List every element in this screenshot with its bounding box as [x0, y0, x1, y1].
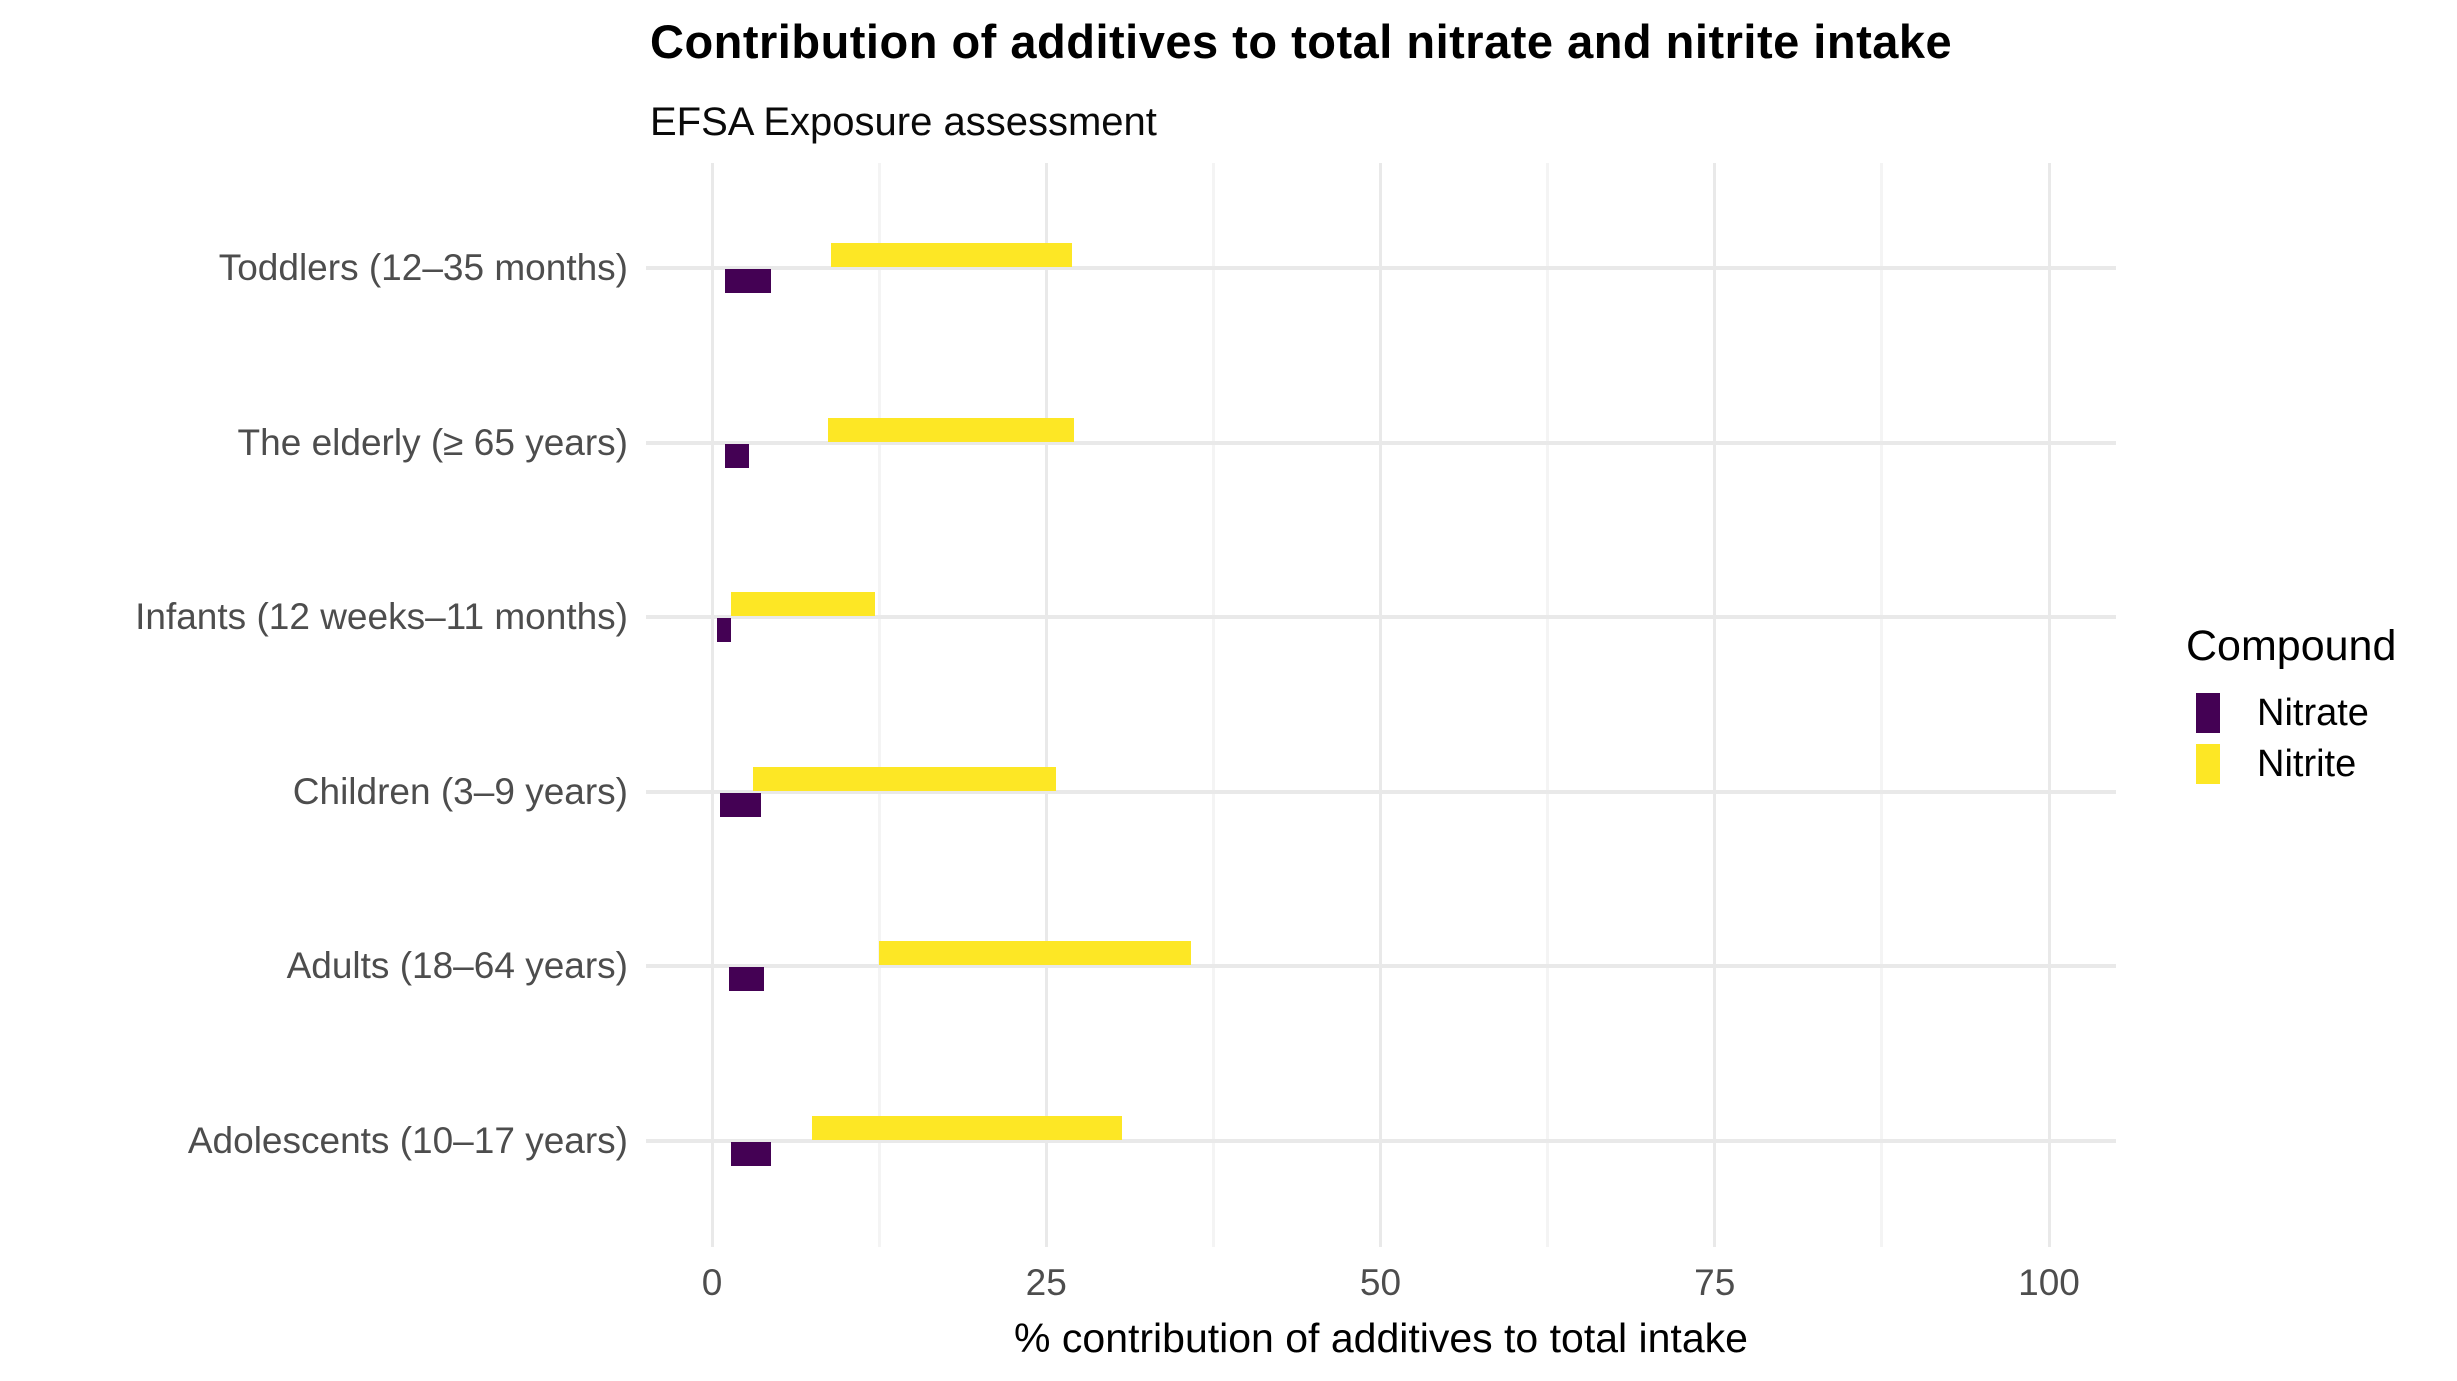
y-axis-label: The elderly (≥ 65 years)	[237, 421, 628, 463]
gridline-minor	[1211, 163, 1215, 1247]
gridline-major-horizontal	[646, 789, 2116, 794]
x-axis-tick-label: 75	[1694, 1262, 1736, 1303]
bar-nitrate-6	[730, 1141, 771, 1166]
gridline-minor	[1880, 163, 1884, 1247]
bar-nitrite-6	[812, 1115, 1123, 1140]
bar-nitrite-4	[753, 766, 1056, 791]
gridline-major-horizontal	[646, 266, 2116, 270]
gridline-major	[1379, 163, 1382, 1247]
bar-nitrate-1	[725, 269, 771, 293]
gridline-major	[1713, 163, 1717, 1247]
bar-nitrate-3	[717, 618, 731, 642]
gridline-major	[1044, 163, 1048, 1247]
legend: Compound Nitrate Nitrite	[2186, 622, 2396, 795]
x-axis-tick-label: 0	[701, 1262, 723, 1303]
gridline-major-horizontal	[646, 1138, 2116, 1143]
gridline-major-horizontal	[646, 964, 2116, 968]
legend-label: Nitrite	[2257, 742, 2357, 785]
gridline-minor	[877, 163, 881, 1247]
bar-nitrite-2	[828, 417, 1075, 442]
bar-nitrate-4	[720, 792, 762, 817]
x-axis-tick-label: 50	[1359, 1262, 1402, 1303]
chart-subtitle: EFSA Exposure assessment	[650, 100, 1157, 144]
legend-label: Nitrate	[2257, 691, 2369, 734]
legend-swatch-nitrite	[2196, 744, 2220, 784]
y-axis-label: Infants (12 weeks–11 months)	[135, 596, 628, 637]
gridline-major-horizontal	[646, 615, 2116, 619]
y-axis-label: Adolescents (10–17 years)	[187, 1119, 628, 1161]
chart-title: Contribution of additives to total nitra…	[650, 15, 1953, 68]
gridline-minor	[1546, 163, 1550, 1247]
y-axis-label: Adults (18–64 years)	[286, 945, 628, 986]
y-axis-label: Toddlers (12–35 months)	[218, 247, 628, 288]
y-axis-label: Children (3–9 years)	[292, 770, 628, 812]
x-axis-title: % contribution of additives to total int…	[1014, 1315, 1748, 1361]
plot-panel	[646, 163, 2116, 1247]
bar-nitrite-1	[830, 243, 1072, 267]
bar-nitrate-5	[729, 967, 765, 991]
legend-item-nitrite: Nitrite	[2196, 742, 2396, 785]
bar-nitrite-5	[879, 941, 1191, 965]
gridline-major	[2047, 163, 2051, 1247]
legend-swatch-nitrate	[2196, 693, 2220, 733]
x-axis-tick-label: 25	[1025, 1262, 1067, 1303]
bar-nitrite-3	[730, 592, 876, 616]
bar-nitrate-2	[725, 443, 750, 468]
gridline-major-horizontal	[646, 440, 2116, 445]
x-axis-tick-label: 100	[2018, 1262, 2080, 1303]
legend-title: Compound	[2186, 622, 2397, 670]
legend-item-nitrate: Nitrate	[2196, 691, 2396, 734]
legend-items: Nitrate Nitrite	[2186, 691, 2396, 785]
gridline-major	[710, 163, 714, 1247]
